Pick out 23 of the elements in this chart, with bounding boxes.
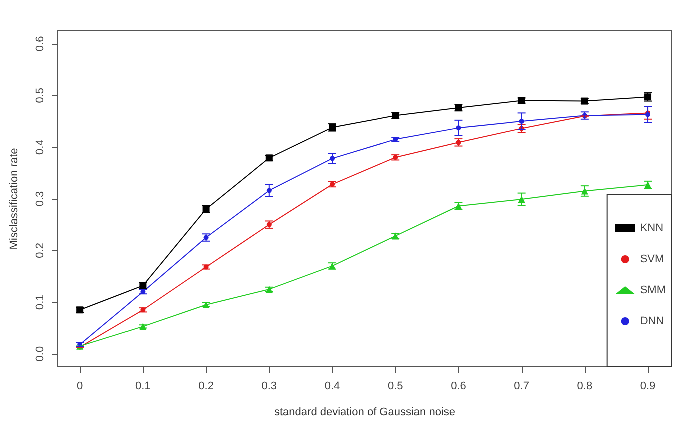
legend-label: SMM [640,284,666,296]
x-tick-label: 0.1 [136,380,151,392]
x-tick-label: 0.2 [198,380,214,392]
x-tick-label: 0 [77,380,84,392]
x-tick-label: 0.8 [577,380,593,392]
legend-label: KNN [640,222,664,234]
x-tick-label: 0.6 [451,380,466,392]
legend-label: DNN [640,316,664,328]
legend-label: SVM [640,254,664,266]
y-tick-label: 0.2 [34,243,46,258]
y-tick-label: 0.0 [34,346,46,362]
y-tick-label: 0.1 [34,294,46,310]
x-tick-label: 0.5 [388,380,404,392]
y-tick-label: 0.6 [34,36,46,52]
x-tick-label: 0.3 [262,380,278,392]
y-tick-label: 0.3 [34,191,46,207]
x-axis-title: standard deviation of Gaussian noise [274,406,456,418]
x-tick-label: 0.7 [514,380,530,392]
y-tick-label: 0.4 [34,140,46,155]
x-tick-label: 0.4 [324,380,340,392]
y-tick-label: 0.5 [34,88,46,104]
y-axis-title: Misclassification rate [8,148,20,250]
x-tick-label: 0.9 [640,380,656,392]
